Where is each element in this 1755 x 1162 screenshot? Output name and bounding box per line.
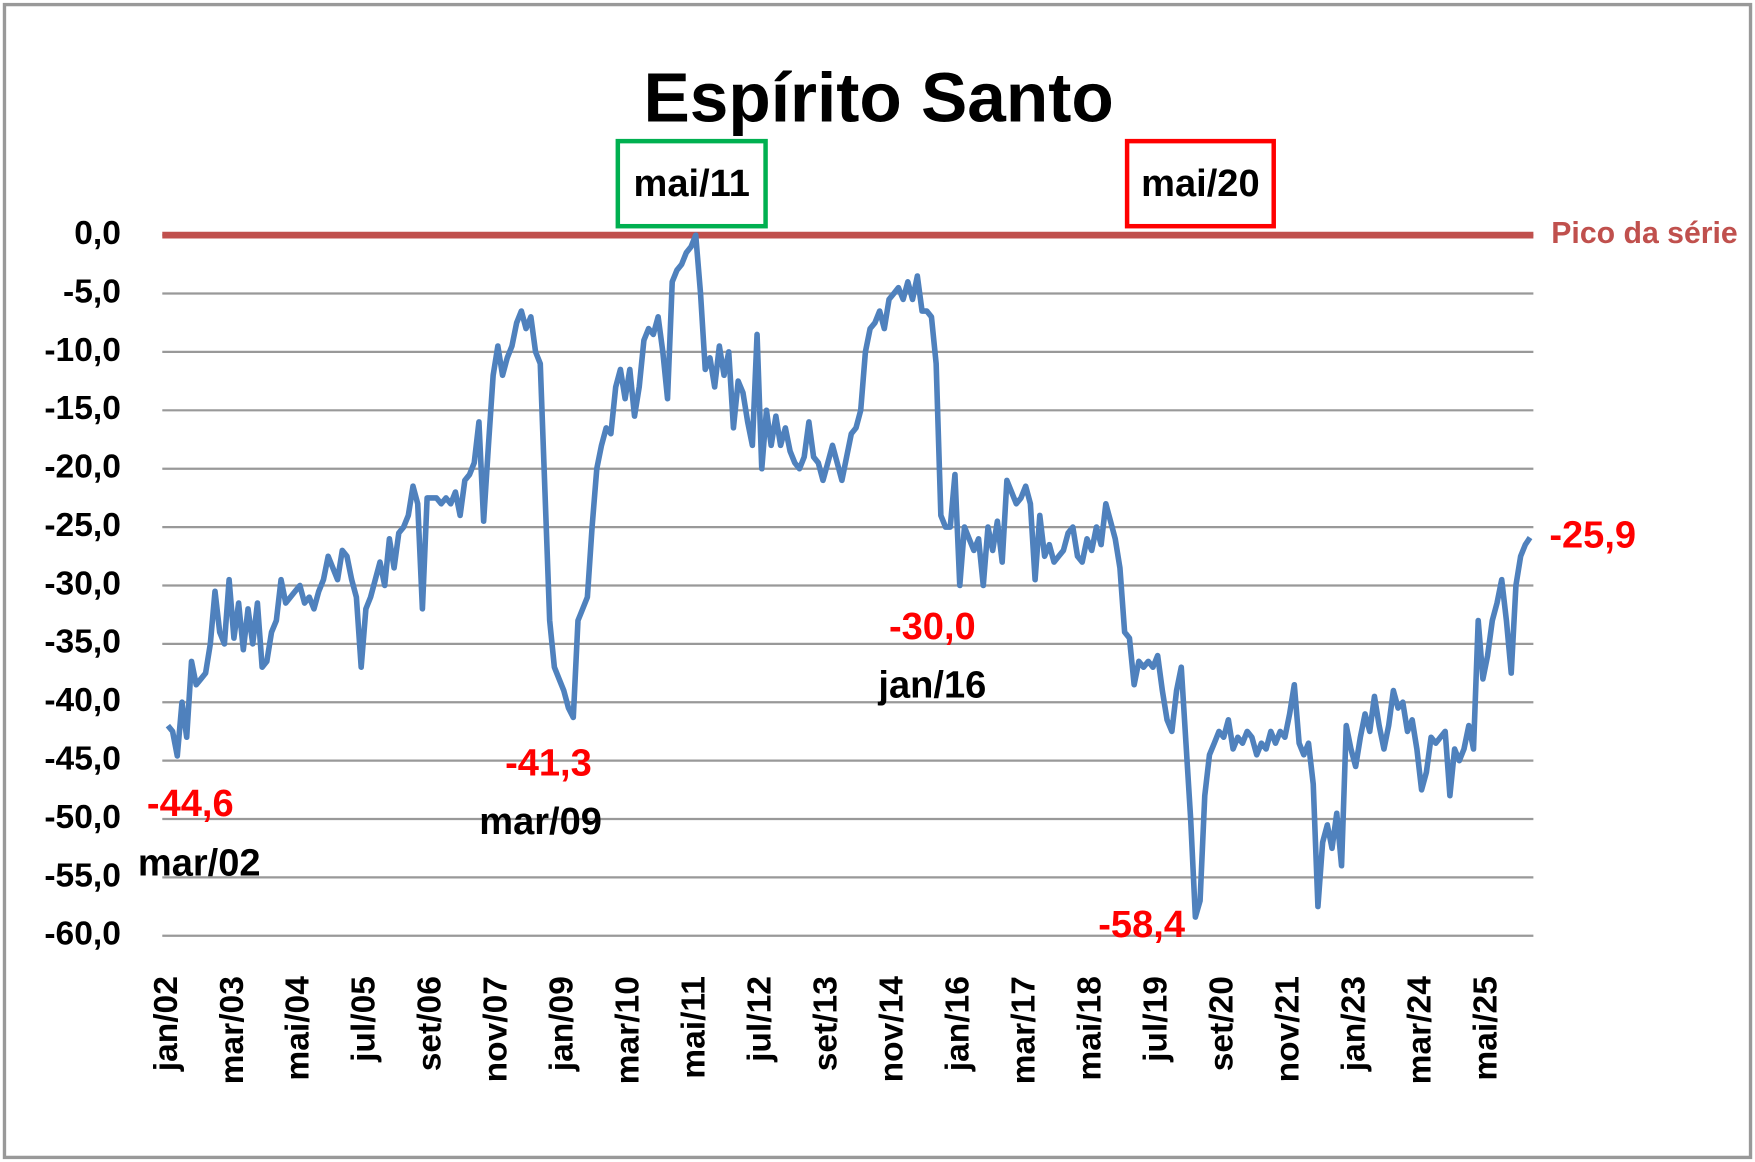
date-box-label: mai/20 [1141, 163, 1259, 205]
x-tick-label: jul/12 [742, 976, 779, 1063]
x-tick-label: mar/17 [1006, 976, 1043, 1084]
y-tick-label: -25,0 [44, 507, 121, 544]
y-tick-label: -30,0 [44, 565, 121, 602]
x-tick-label: jul/19 [1138, 976, 1175, 1063]
x-tick-label: mar/03 [214, 976, 251, 1084]
y-tick-label: 0,0 [74, 215, 121, 252]
x-tick-label: nov/07 [478, 976, 515, 1082]
x-tick-label: mai/25 [1467, 976, 1504, 1081]
y-tick-label: -15,0 [44, 390, 121, 427]
annotation-date: mar/09 [479, 801, 602, 843]
y-tick-label: -35,0 [44, 624, 121, 661]
x-tick-label: mar/24 [1401, 976, 1438, 1085]
x-tick-label: set/06 [412, 976, 449, 1071]
annotation-date: mar/02 [138, 842, 261, 884]
data-line [165, 232, 1533, 920]
annotation-value: -44,6 [147, 783, 234, 825]
x-tick-label: mai/11 [676, 976, 713, 1079]
x-tick-label: mai/18 [1072, 976, 1109, 1081]
x-tick-label: jan/23 [1336, 976, 1373, 1072]
x-tick-label: nov/14 [874, 976, 911, 1083]
annotation-date: jan/16 [877, 664, 986, 706]
x-tick-label: set/20 [1204, 976, 1241, 1071]
y-tick-label: -20,0 [44, 449, 121, 486]
x-tick-label: set/13 [808, 976, 845, 1071]
annotation-value: -25,9 [1549, 514, 1636, 556]
x-tick-label: nov/21 [1270, 976, 1307, 1082]
x-tick-label: mar/10 [610, 976, 647, 1084]
y-tick-label: -5,0 [63, 273, 121, 310]
y-tick-label: -45,0 [44, 741, 121, 778]
y-tick-label: -55,0 [44, 857, 121, 894]
date-box [1124, 138, 1276, 229]
x-tick-label: jan/16 [940, 976, 977, 1072]
x-tick-label: jan/09 [544, 976, 581, 1072]
y-tick-label: -60,0 [44, 916, 121, 953]
x-tick-label: mai/04 [280, 976, 317, 1081]
y-tick-label: -40,0 [44, 682, 121, 719]
reference-label: Pico da série [1551, 217, 1737, 250]
y-tick-label: -50,0 [44, 799, 121, 836]
annotation-value: -58,4 [1098, 904, 1185, 946]
annotation-value: -41,3 [505, 743, 592, 785]
date-box [615, 138, 768, 229]
y-tick-label: -10,0 [44, 332, 121, 369]
x-tick-label: jul/05 [346, 976, 383, 1063]
date-box-label: mai/11 [634, 163, 750, 205]
x-tick-label: jan/02 [148, 976, 185, 1072]
annotation-value: -30,0 [889, 606, 976, 648]
chart-title: Espírito Santo [643, 58, 1113, 136]
